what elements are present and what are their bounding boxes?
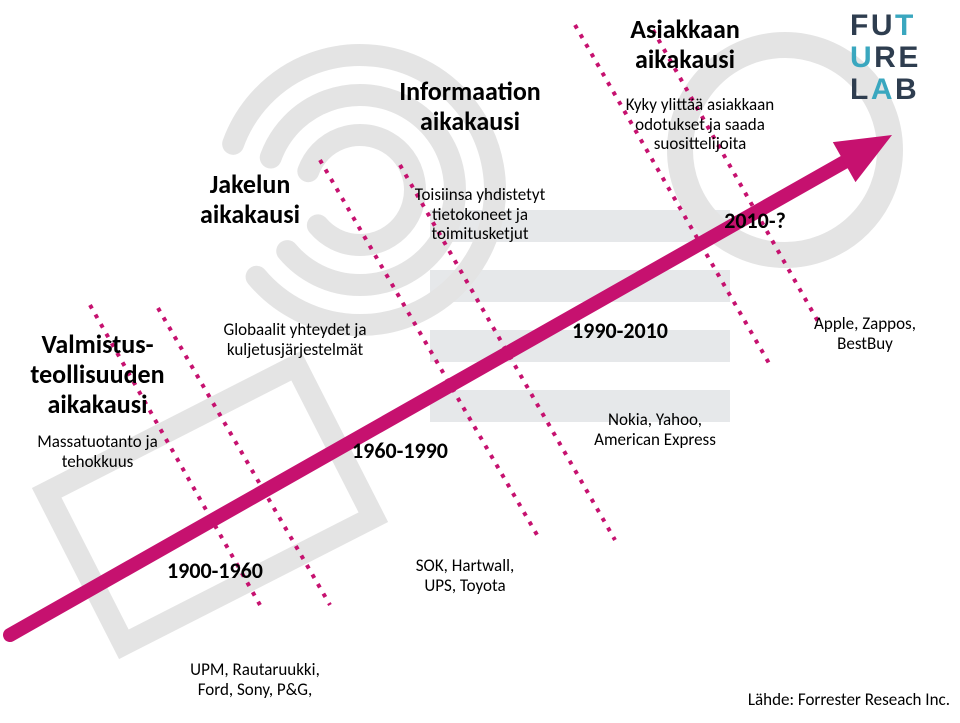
era2-examples: SOK, Hartwall,UPS, Toyota [385,556,545,595]
era4-year: 2010-? [705,208,805,233]
era1-year: 1900-1960 [150,558,280,583]
era2-subtitle: Globaalit yhteydet jakuljetusjärjestelmä… [195,320,395,359]
era1-title: Valmistus-teollisuudenaikakausi [5,330,190,420]
era4-title: Asiakkaanaikakausi [605,15,765,75]
era1-subtitle: Massatuotanto jatehokkuus [5,432,190,471]
era3-subtitle: Toisiinsa yhdistetyttietokoneet jatoimit… [385,185,575,244]
era1-examples: UPM, Rautaruukki,Ford, Sony, P&G, [155,660,355,699]
era3-examples: Nokia, Yahoo,American Express [555,410,755,449]
era4-subtitle: Kyky ylittää asiakkaanodotukset ja saada… [600,95,800,154]
era4-examples: Apple, Zappos,BestBuy [785,314,945,353]
futurelab-logo: FUTURELAB [850,10,919,106]
source-citation: Lähde: Forrester Reseach Inc. [640,690,950,710]
era3-title: Informaationaikakausi [375,77,565,137]
era2-title: Jakelunaikakausi [185,170,315,230]
era2-year: 1960-1990 [335,438,465,463]
era3-year: 1990-2010 [555,318,685,343]
